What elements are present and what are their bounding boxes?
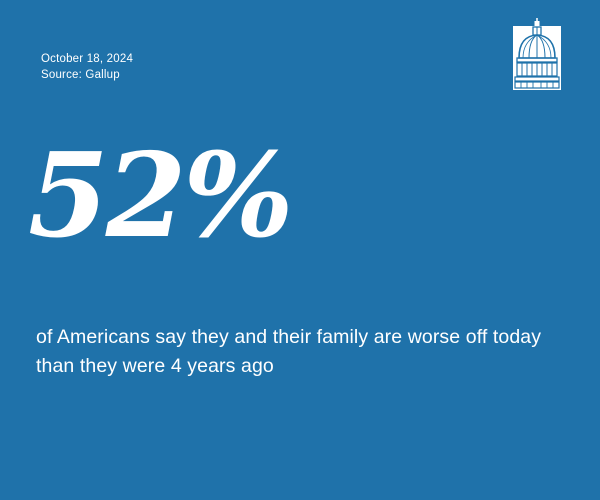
statistic-description: of Americans say they and their family a… xyxy=(36,326,542,377)
capitol-dome-icon xyxy=(512,18,562,91)
date-label: October 18, 2024 xyxy=(41,53,134,65)
source-meta: October 18, 2024 Source: Gallup xyxy=(41,51,133,83)
source-label: Source: Gallup xyxy=(41,69,120,81)
headline-percentage: 52% xyxy=(28,128,294,264)
